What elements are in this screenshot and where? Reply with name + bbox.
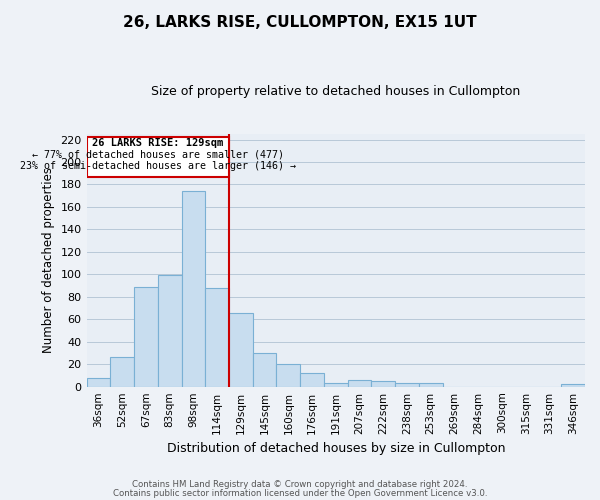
- Bar: [300, 373, 324, 386]
- Bar: [277, 364, 300, 386]
- Text: 26 LARKS RISE: 129sqm: 26 LARKS RISE: 129sqm: [92, 138, 223, 148]
- Bar: [371, 381, 395, 386]
- Bar: [561, 384, 585, 386]
- Text: 23% of semi-detached houses are larger (146) →: 23% of semi-detached houses are larger (…: [20, 161, 296, 171]
- Text: 26, LARKS RISE, CULLOMPTON, EX15 1UT: 26, LARKS RISE, CULLOMPTON, EX15 1UT: [123, 15, 477, 30]
- Bar: [347, 380, 371, 386]
- FancyBboxPatch shape: [86, 138, 229, 176]
- X-axis label: Distribution of detached houses by size in Cullompton: Distribution of detached houses by size …: [167, 442, 505, 455]
- Bar: [110, 358, 134, 386]
- Y-axis label: Number of detached properties: Number of detached properties: [42, 168, 55, 354]
- Bar: [229, 312, 253, 386]
- Bar: [253, 353, 277, 386]
- Bar: [158, 276, 182, 386]
- Bar: [134, 286, 158, 386]
- Title: Size of property relative to detached houses in Cullompton: Size of property relative to detached ho…: [151, 85, 520, 98]
- Text: ← 77% of detached houses are smaller (477): ← 77% of detached houses are smaller (47…: [32, 150, 284, 160]
- Bar: [395, 384, 419, 386]
- Bar: [324, 384, 347, 386]
- Bar: [419, 384, 443, 386]
- Bar: [182, 191, 205, 386]
- Text: Contains public sector information licensed under the Open Government Licence v3: Contains public sector information licen…: [113, 488, 487, 498]
- Text: Contains HM Land Registry data © Crown copyright and database right 2024.: Contains HM Land Registry data © Crown c…: [132, 480, 468, 489]
- Bar: [205, 288, 229, 386]
- Bar: [86, 378, 110, 386]
